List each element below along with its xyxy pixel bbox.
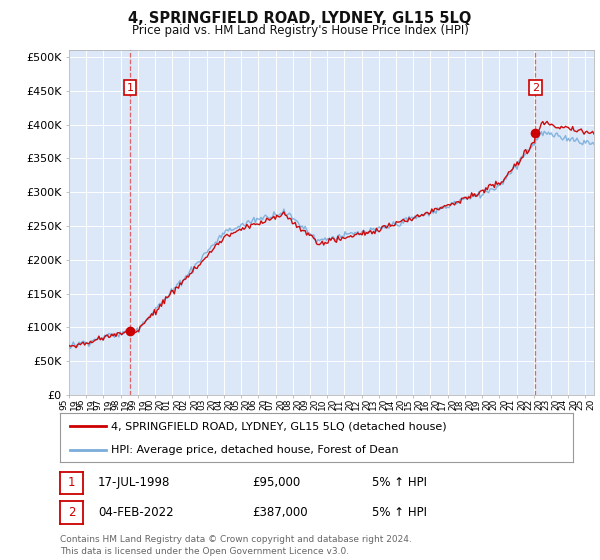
Text: HPI: Average price, detached house, Forest of Dean: HPI: Average price, detached house, Fore… xyxy=(112,445,399,455)
Text: 17-JUL-1998: 17-JUL-1998 xyxy=(98,476,170,489)
Text: 5% ↑ HPI: 5% ↑ HPI xyxy=(372,506,427,519)
Text: 1: 1 xyxy=(68,476,75,489)
Text: 2: 2 xyxy=(68,506,75,519)
Text: £95,000: £95,000 xyxy=(252,476,300,489)
Text: 5% ↑ HPI: 5% ↑ HPI xyxy=(372,476,427,489)
Text: 4, SPRINGFIELD ROAD, LYDNEY, GL15 5LQ (detached house): 4, SPRINGFIELD ROAD, LYDNEY, GL15 5LQ (d… xyxy=(112,421,447,431)
Text: 2: 2 xyxy=(532,82,539,92)
Text: Price paid vs. HM Land Registry's House Price Index (HPI): Price paid vs. HM Land Registry's House … xyxy=(131,24,469,36)
Text: £387,000: £387,000 xyxy=(252,506,308,519)
Text: 4, SPRINGFIELD ROAD, LYDNEY, GL15 5LQ: 4, SPRINGFIELD ROAD, LYDNEY, GL15 5LQ xyxy=(128,11,472,26)
Text: 1: 1 xyxy=(127,82,133,92)
Text: 04-FEB-2022: 04-FEB-2022 xyxy=(98,506,173,519)
Text: Contains HM Land Registry data © Crown copyright and database right 2024.
This d: Contains HM Land Registry data © Crown c… xyxy=(60,535,412,556)
